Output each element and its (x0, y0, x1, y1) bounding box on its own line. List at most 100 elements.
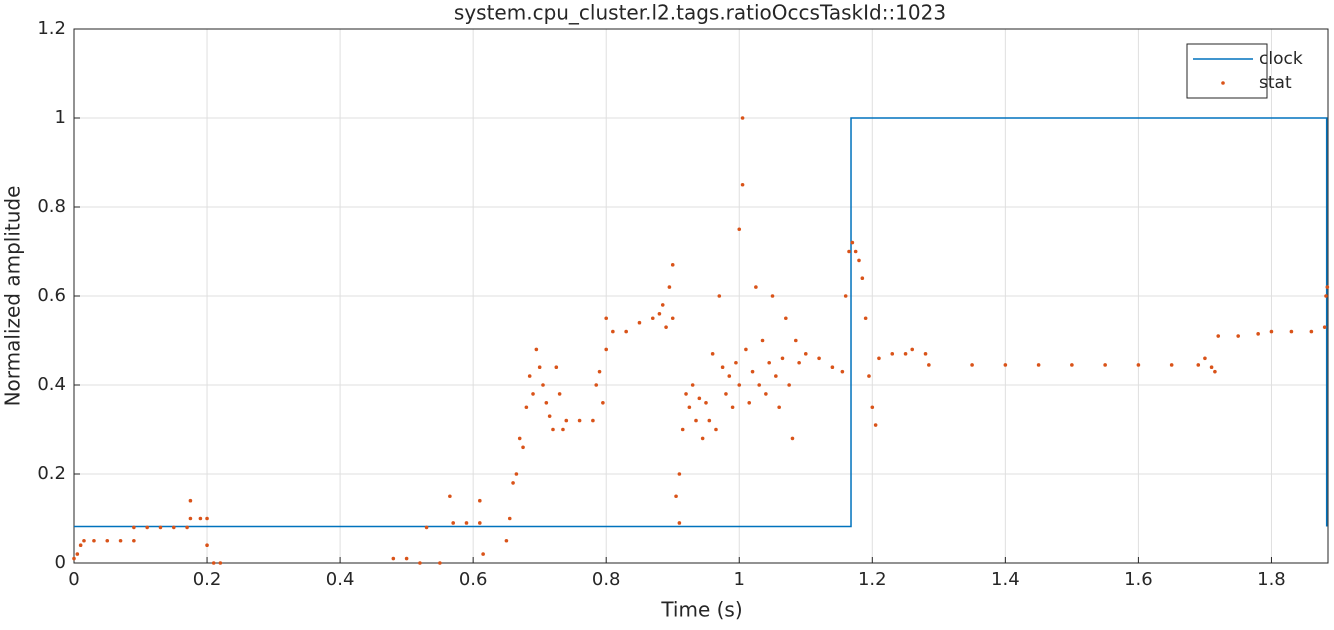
stat-point (604, 347, 609, 352)
stat-point (72, 556, 76, 561)
stat-point (218, 561, 223, 565)
stat-point (511, 481, 515, 485)
stat-point (611, 329, 615, 334)
stat-point (850, 240, 855, 245)
stat-point (132, 525, 136, 530)
stat-point (767, 360, 771, 365)
stat-point (1036, 363, 1041, 367)
stat-point (517, 436, 522, 441)
y-tick-label: 0.2 (37, 463, 66, 484)
stat-point (75, 552, 80, 556)
stat-point (927, 363, 931, 367)
stat-point (1325, 285, 1330, 289)
stat-point (857, 258, 861, 263)
stat-point (847, 249, 851, 254)
stat-point (817, 356, 821, 361)
stat-point (597, 369, 602, 374)
stat-point (803, 352, 808, 356)
stat-point (145, 525, 149, 530)
stat-point (514, 472, 519, 476)
stat-point (132, 538, 136, 543)
x-axis-label: Time (s) (660, 598, 742, 622)
stat-point (700, 436, 705, 441)
stat-point (777, 405, 781, 410)
stat-point (1289, 329, 1294, 334)
stat-point (764, 392, 768, 396)
stat-point (594, 383, 599, 387)
stat-point (185, 525, 189, 530)
stat-point (677, 472, 682, 476)
stat-point (507, 516, 512, 521)
stat-point (524, 405, 529, 410)
stat-point (903, 352, 908, 356)
stat-point (547, 414, 552, 418)
stat-point (863, 316, 868, 321)
stat-point (677, 521, 682, 525)
stat-point (734, 360, 738, 365)
stat-point (750, 369, 755, 374)
legend-label: clock (1259, 49, 1303, 69)
stat-point (1324, 294, 1328, 298)
stat-point (707, 418, 712, 423)
stat-point (601, 401, 605, 405)
stat-point (697, 396, 702, 401)
y-axis-label: Normalized amplitude (1, 186, 25, 407)
stat-point (1196, 363, 1201, 367)
stat-point (1322, 325, 1327, 329)
stat-point (650, 316, 655, 321)
stat-point (554, 365, 559, 370)
y-tick-label: 0 (55, 552, 66, 573)
clock-line (74, 117, 1328, 528)
stat-point (870, 405, 875, 410)
stat-point (171, 525, 176, 530)
stat-point (478, 521, 482, 525)
stat-point (451, 521, 455, 525)
stat-point (1309, 329, 1314, 334)
stat-point (1103, 363, 1107, 367)
stat-point (591, 418, 595, 423)
x-tick-label: 0.6 (459, 569, 488, 590)
stat-point (527, 374, 532, 378)
stat-point (564, 418, 569, 423)
stat-point (521, 445, 525, 450)
stat-point (1269, 329, 1274, 334)
stat-point (830, 365, 835, 370)
stat-point (687, 405, 692, 410)
stat-point (1169, 363, 1174, 367)
stat-point (448, 494, 452, 499)
stat-point (82, 538, 86, 543)
y-tick-label: 1.2 (37, 18, 66, 39)
stat-point (637, 320, 642, 325)
stat-point (418, 561, 422, 565)
stat-point (790, 436, 795, 441)
stat-point (784, 316, 788, 321)
stat-point (690, 383, 695, 387)
stat-point (737, 227, 742, 232)
stat-point (730, 405, 735, 410)
stat-point (624, 329, 628, 334)
stat-point (774, 374, 778, 378)
stat-point (1070, 363, 1074, 367)
stat-point (860, 276, 865, 281)
stat-point (1216, 334, 1221, 338)
stat-point (1136, 363, 1141, 367)
stat-point (198, 516, 203, 521)
x-tick-label: 0.2 (193, 569, 222, 590)
stat-point (744, 347, 748, 352)
stat-point (877, 356, 881, 361)
stat-point (867, 374, 871, 378)
stat-point (78, 543, 83, 547)
stat-point (1003, 363, 1008, 367)
x-tick-label: 0 (68, 569, 79, 590)
stat-point (1203, 356, 1207, 361)
stat-point (680, 427, 685, 432)
stat-point (873, 423, 878, 427)
stat-point (714, 427, 718, 432)
stat-point (787, 383, 791, 387)
stat-point (720, 365, 725, 370)
stat-point (541, 383, 545, 387)
stat-point (1209, 365, 1214, 370)
stat-point (424, 525, 429, 530)
stat-point (724, 392, 728, 396)
